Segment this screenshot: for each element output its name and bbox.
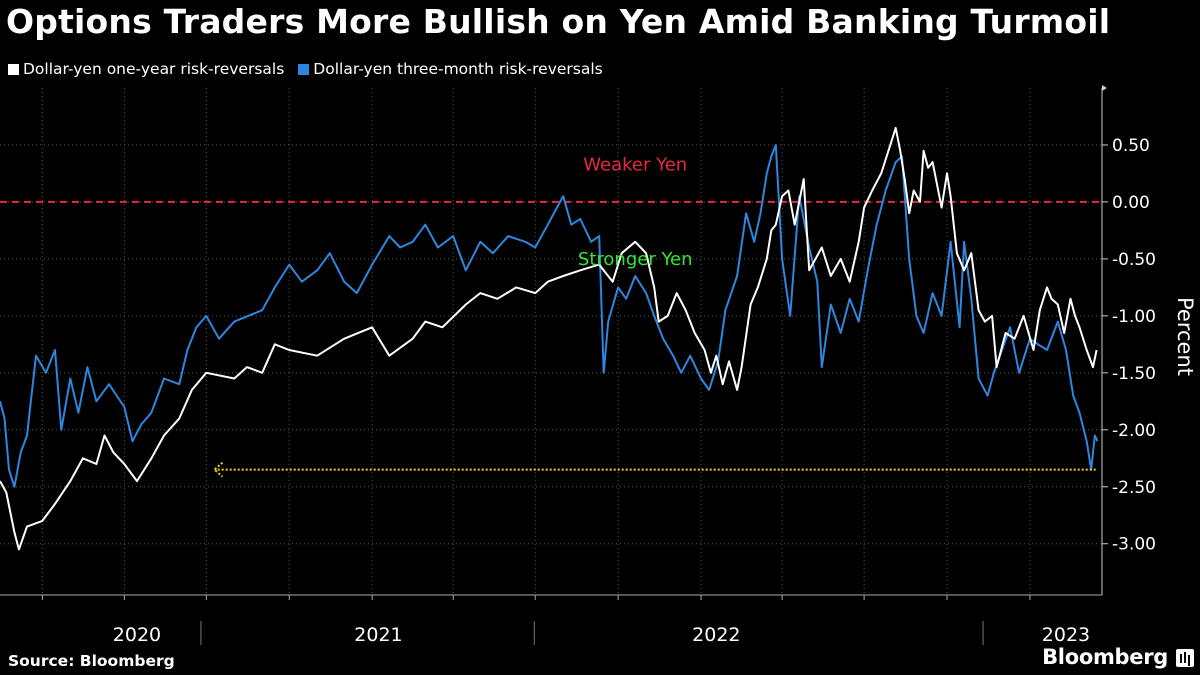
weaker-yen-label: Weaker Yen xyxy=(583,154,687,175)
y-tick-label: -0.50 xyxy=(1112,250,1156,270)
source-note: Source: Bloomberg xyxy=(8,652,175,670)
y-tick-label: 0.50 xyxy=(1112,136,1150,156)
y-tick-label: -1.50 xyxy=(1112,364,1156,384)
yellow-arrowhead-icon xyxy=(212,461,224,478)
legend-label-one-year: Dollar-yen one-year risk-reversals xyxy=(23,60,285,78)
legend: Dollar-yen one-year risk-reversals Dolla… xyxy=(8,60,617,78)
one-year-risk-reversals-line xyxy=(0,126,1098,551)
bloomberg-chart-icon xyxy=(1176,649,1194,667)
bloomberg-logo: Bloomberg xyxy=(1042,645,1168,669)
y-tick-label: -3.00 xyxy=(1112,535,1156,555)
legend-label-three-month: Dollar-yen three-month risk-reversals xyxy=(313,60,603,78)
chart-title: Options Traders More Bullish on Yen Amid… xyxy=(6,2,1111,41)
y-axis-arrow-icon xyxy=(1102,85,1107,91)
x-year-label: 2023 xyxy=(1042,624,1090,646)
x-year-label: 2020 xyxy=(113,624,161,646)
y-tick-label: -1.00 xyxy=(1112,307,1156,327)
three-month-risk-reversals-line xyxy=(0,144,1099,488)
y-axis-title: Percent xyxy=(1173,297,1197,376)
legend-swatch-three-month xyxy=(298,63,310,75)
x-year-label: 2021 xyxy=(354,624,402,646)
legend-item-one-year: Dollar-yen one-year risk-reversals xyxy=(8,60,284,78)
y-tick-label: -2.50 xyxy=(1112,478,1156,498)
legend-swatch-one-year xyxy=(8,63,19,75)
legend-item-three-month: Dollar-yen three-month risk-reversals xyxy=(298,60,603,78)
y-tick-label: -2.00 xyxy=(1112,421,1156,441)
y-tick-label: 0.00 xyxy=(1112,193,1150,213)
stronger-yen-label: Stronger Yen xyxy=(578,249,693,270)
x-year-label: 2022 xyxy=(692,624,740,646)
